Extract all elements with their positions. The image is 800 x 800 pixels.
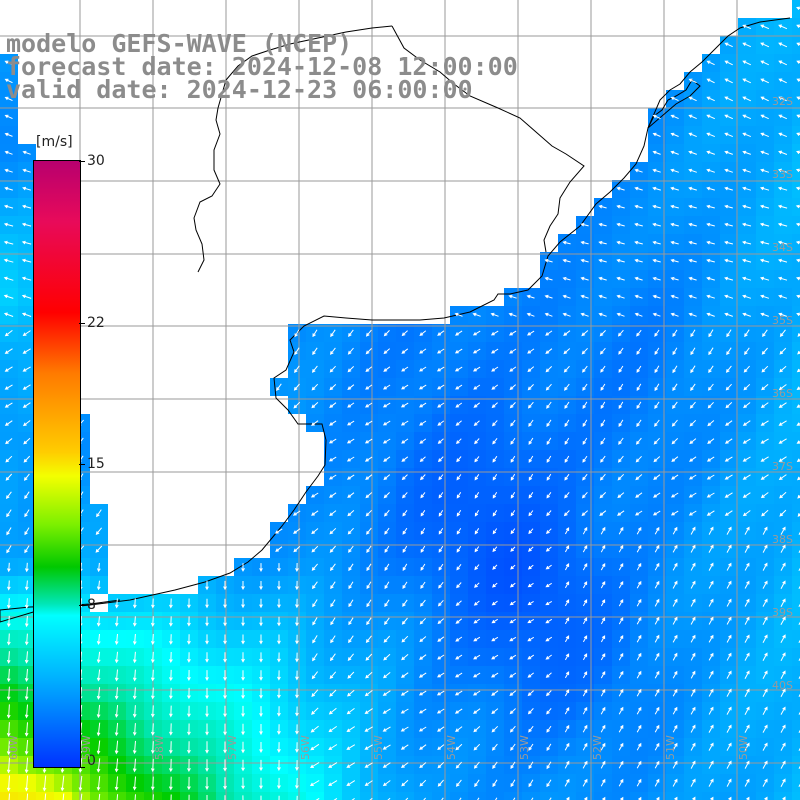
river-border — [193, 25, 393, 273]
land-border — [391, 25, 585, 253]
coastline — [0, 17, 791, 623]
latitude-label: 38S — [772, 533, 793, 546]
colorbar-tick-label: 22 — [87, 315, 105, 331]
latitude-label: 39S — [772, 606, 793, 619]
longitude-label: 54W — [445, 735, 458, 760]
longitude-label: 60W — [7, 735, 20, 760]
latitude-label: 34S — [772, 241, 793, 254]
latitude-label: 33S — [772, 168, 793, 181]
latitude-label: 40S — [772, 679, 793, 692]
colorbar-tick-mark — [79, 323, 85, 324]
colorbar-unit: [m/s] — [36, 134, 73, 150]
longitude-label: 51W — [664, 735, 677, 760]
lagoon-outline — [647, 79, 701, 129]
longitude-label: 55W — [372, 735, 385, 760]
colorbar-tick-mark — [79, 767, 85, 768]
longitude-label: 52W — [591, 735, 604, 760]
longitude-label: 59W — [80, 735, 93, 760]
colorbar-tick-label: 30 — [87, 153, 105, 169]
valid-date: valid date: 2024-12-23 06:00:00 — [6, 75, 473, 104]
colorbar-tick-label: 8 — [87, 597, 96, 613]
colorbar-tick-mark — [79, 464, 85, 465]
colorbar — [33, 160, 81, 768]
model-title: modelo GEFS-WAVE (NCEP) — [6, 29, 353, 58]
colorbar-tick-label: 0 — [87, 753, 96, 769]
colorbar-tick-label: 15 — [87, 456, 105, 472]
wind-arrows — [3, 6, 800, 800]
latitude-label: 32S — [772, 95, 793, 108]
longitude-label: 50W — [737, 735, 750, 760]
longitude-label: 53W — [518, 735, 531, 760]
longitude-label: 56W — [299, 735, 312, 760]
latitude-label: 35S — [772, 314, 793, 327]
longitude-label: 57W — [226, 735, 239, 760]
colorbar-tick-mark — [79, 605, 85, 606]
latitude-label: 36S — [772, 387, 793, 400]
forecast-date: forecast date: 2024-12-08 12:00:00 — [6, 52, 518, 81]
longitude-label: 58W — [153, 735, 166, 760]
colorbar-tick-mark — [79, 161, 85, 162]
latitude-label: 37S — [772, 460, 793, 473]
